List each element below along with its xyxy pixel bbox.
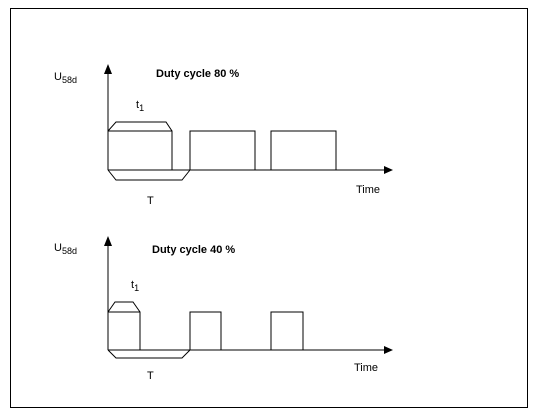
- pulse: [270, 311, 304, 350]
- symbol: t: [136, 99, 139, 111]
- title: Duty cycle 80 %: [156, 68, 239, 80]
- frame: [10, 8, 528, 408]
- pulse-width-label: t1: [136, 99, 144, 113]
- arrow: [104, 64, 112, 74]
- pulse: [107, 130, 173, 170]
- symbol: U: [54, 242, 62, 254]
- period-label: T: [147, 195, 154, 207]
- title: Duty cycle 40 %: [152, 244, 235, 256]
- symbol: t: [131, 279, 134, 291]
- pulse: [189, 130, 256, 170]
- subscript: 58d: [62, 75, 77, 85]
- period-bracket: [107, 349, 191, 359]
- pulse: [107, 311, 141, 350]
- t1-bracket: [107, 121, 173, 132]
- period-label: T: [147, 370, 154, 382]
- pulse: [189, 311, 222, 350]
- symbol: U: [54, 71, 62, 83]
- x-axis-label: Time: [356, 184, 380, 196]
- pulse-width-label: t1: [131, 279, 139, 293]
- arrow: [384, 166, 393, 174]
- subscript: 58d: [62, 246, 77, 256]
- panel: U58d Duty cycle 40 % t1 T Time: [54, 236, 393, 382]
- t1-bracket: [107, 301, 141, 313]
- panel: U58d Duty cycle 80 % t1 T Time: [54, 64, 393, 207]
- subscript: 1: [139, 103, 144, 113]
- subscript: 1: [134, 283, 139, 293]
- arrow: [104, 236, 112, 246]
- period-bracket: [107, 169, 191, 181]
- arrow: [384, 346, 393, 354]
- pulse: [270, 130, 337, 170]
- axis-label: U58d: [54, 71, 77, 85]
- axis-label: U58d: [54, 242, 77, 256]
- x-axis-label: Time: [354, 362, 378, 374]
